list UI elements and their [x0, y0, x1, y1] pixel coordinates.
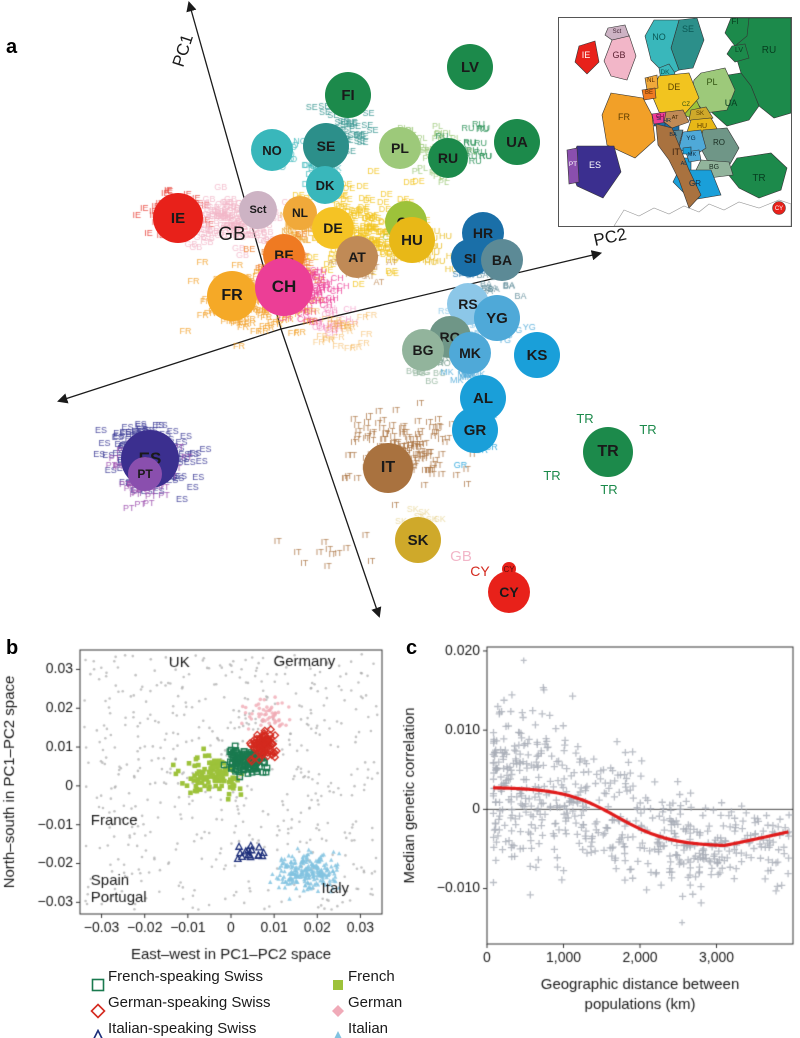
- svg-text:GB: GB: [218, 224, 245, 245]
- svg-text:TR: TR: [639, 422, 656, 437]
- svg-text:CY: CY: [470, 563, 490, 579]
- svg-text:CY: CY: [503, 565, 515, 574]
- svg-text:TR: TR: [543, 468, 560, 483]
- svg-text:TR: TR: [576, 411, 593, 426]
- svg-text:TR: TR: [600, 482, 617, 497]
- svg-text:GB: GB: [450, 548, 472, 565]
